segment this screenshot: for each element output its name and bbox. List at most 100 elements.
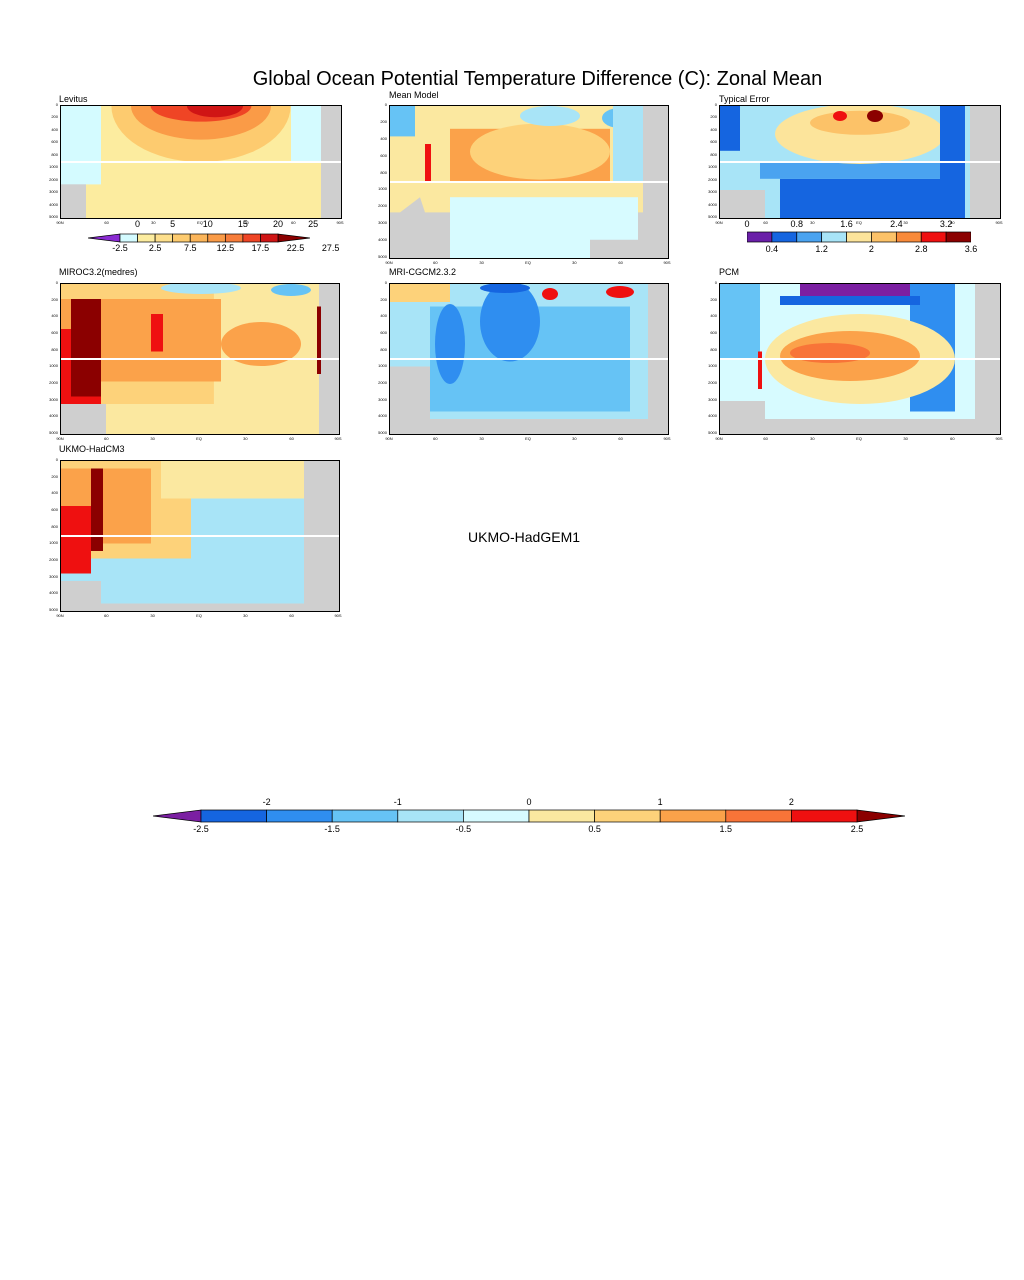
y-tick-label: 3000 (378, 396, 387, 402)
colorbar-swatch (172, 233, 191, 243)
colorbar-swatch (397, 809, 464, 823)
error-top-label: 0.8 (790, 219, 804, 229)
warm-top (390, 284, 450, 302)
land-n (61, 184, 86, 218)
x-tick-label: 60 (433, 436, 438, 441)
y-tick-label: 3000 (49, 189, 58, 195)
heatmap-miroc (61, 284, 339, 434)
colorbar-swatch (463, 809, 530, 823)
y-tick-label: 3000 (49, 396, 58, 402)
y-tick-label: 4000 (49, 590, 58, 596)
error-top-label: 1.6 (840, 219, 853, 229)
x-tick-label: 90N (715, 220, 723, 225)
y-tick-label: 4000 (49, 201, 58, 207)
land-n (61, 581, 101, 611)
x-tick-label: 30 (810, 436, 815, 441)
red-n (61, 506, 91, 574)
levitus-top-label: 15 (237, 219, 248, 229)
x-tick-label: 90S (995, 436, 1003, 441)
panel-title-mean: Mean Model (389, 90, 439, 100)
colorbar-swatch (895, 231, 922, 243)
colorbar-swatch (846, 231, 872, 243)
y-tick-label: 5000 (49, 430, 58, 435)
x-tick-label: EQ (856, 220, 862, 225)
colorbar-arrow-low (153, 809, 202, 823)
red-n (758, 351, 762, 389)
error-colorbar: 0 0.8 1.6 2.4 3.2 0.4 1.2 2 2.8 3.6 (744, 219, 977, 259)
empty-panel-label: UKMO-HadGEM1 (468, 529, 581, 545)
hot-a (833, 111, 847, 121)
colorbar-bottom-label: -1.5 (324, 824, 340, 834)
y-tick-label: 400 (51, 126, 58, 132)
red-bar (151, 314, 163, 352)
x-tick-label: EQ (856, 436, 862, 441)
x-tick-label: EQ (196, 613, 202, 618)
colorbar-top-label: 2 (788, 797, 794, 807)
panel-title-pcm: PCM (719, 267, 739, 277)
panel-title-error: Typical Error (719, 94, 770, 104)
y-tick-label: 600 (710, 139, 717, 145)
levitus-bottom-label: 17.5 (251, 243, 270, 253)
error-bottom-label: 2 (868, 244, 874, 254)
x-tick-label: EQ (197, 220, 203, 225)
error-top-label: 2.4 (890, 219, 903, 229)
x-tick-label: 30 (243, 436, 248, 441)
colorbar-swatch (871, 231, 897, 243)
dblue-top (480, 284, 530, 293)
colorbar-swatch (266, 809, 333, 823)
x-tick-label: 30 (903, 436, 908, 441)
colorbar-top-label: -2 (262, 797, 271, 807)
x-tick-label: 30 (572, 436, 577, 441)
x-tick-label: 60 (618, 436, 623, 441)
levitus-top-label: 0 (135, 219, 141, 229)
y-tick-label: 2000 (378, 203, 387, 209)
x-tick-label: 60 (104, 220, 109, 225)
colorbar-swatch (242, 233, 261, 243)
cold-edge-s (291, 106, 321, 162)
red-top2 (542, 288, 558, 300)
y-tick-label: 200 (51, 473, 58, 479)
plot-mri (389, 283, 669, 435)
y-tick-label: 4000 (378, 237, 387, 243)
land-n (61, 404, 106, 434)
colorbar-swatch (137, 233, 156, 243)
y-tick-label: 0 (55, 280, 58, 285)
colorbar-swatch (331, 809, 399, 823)
levitus-bottom-label: 12.5 (216, 243, 235, 253)
error-top-label: 0 (744, 219, 750, 229)
error-bottom-label: 0.4 (765, 244, 779, 254)
red-s (317, 306, 321, 374)
error-bottom-label: 3.6 (964, 244, 978, 254)
y-tick-label: 1000 (708, 164, 717, 170)
heatmap-mean (390, 106, 668, 258)
blue-core (480, 284, 540, 362)
cool-top2 (271, 284, 311, 296)
panel-title-miroc: MIROC3.2(medres) (59, 267, 138, 277)
page-title: Global Ocean Potential Temperature Diffe… (252, 68, 823, 90)
x-tick-label: 90S (663, 260, 671, 265)
colorbar-bottom-label: 1.5 (719, 824, 733, 834)
y-tick-label: 600 (380, 330, 387, 335)
y-tick-label: 400 (380, 135, 387, 141)
y-tick-label: 800 (51, 151, 58, 157)
y-tick-label: 5000 (49, 607, 58, 612)
levitus-bottom-label: 27.5 (321, 243, 340, 253)
x-tick-label: 60 (763, 220, 768, 225)
y-tick-label: 800 (380, 346, 387, 352)
y-tick-label: 200 (380, 118, 387, 124)
x-tick-label: 90N (385, 436, 393, 441)
mainbar-svg (153, 809, 905, 823)
blue-top (780, 296, 920, 305)
y-tick-label: 1000 (378, 363, 387, 369)
x-tick-label: 60 (104, 436, 109, 441)
x-tick-label: 90S (995, 220, 1003, 225)
y-tick-label: 1000 (378, 186, 387, 192)
levitus-bottom-label: 22.5 (286, 243, 305, 253)
y-tick-label: 5000 (708, 430, 717, 435)
hot-b (867, 110, 883, 122)
x-tick-label: 30 (243, 613, 248, 618)
land-bottom (590, 239, 643, 258)
y-tick-label: 400 (51, 313, 58, 319)
red-top (606, 286, 634, 298)
y-tick-label: 4000 (708, 201, 717, 207)
